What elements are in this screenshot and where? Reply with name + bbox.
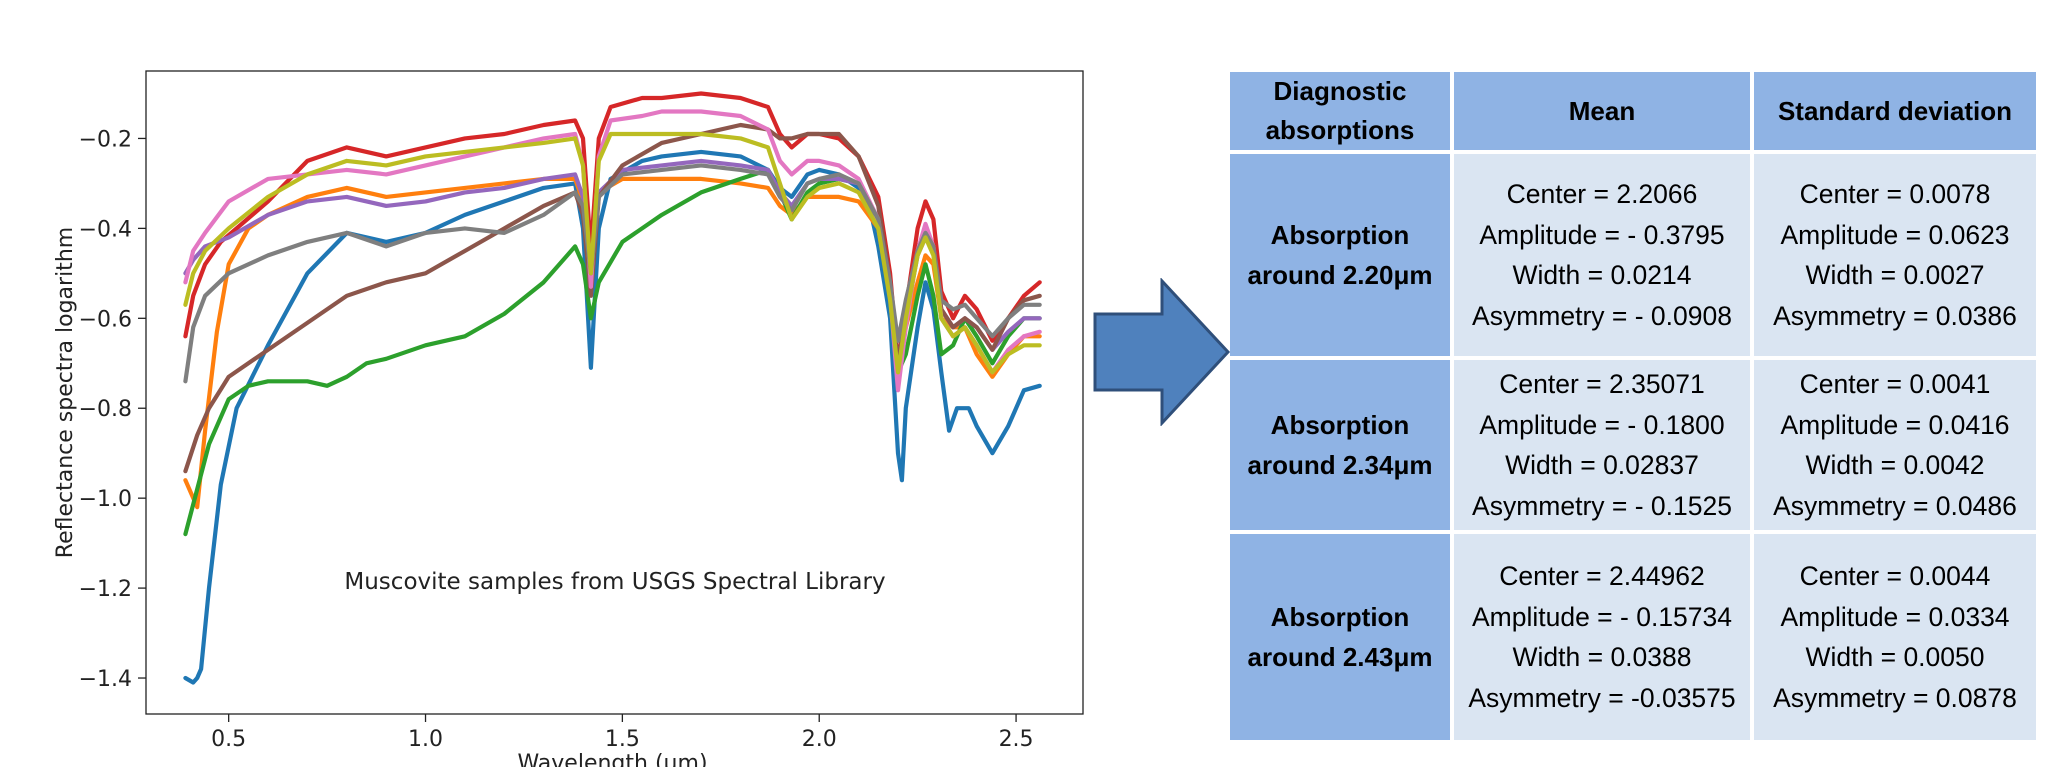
mean-asymmetry: Asymmetry = - 0.1525	[1454, 486, 1750, 527]
std-cell: Center = 0.0078 Amplitude = 0.0623 Width…	[1754, 154, 2036, 356]
row-label: Absorption around 2.34μm	[1230, 360, 1450, 530]
mean-cell: Center = 2.35071 Amplitude = - 0.1800 Wi…	[1454, 360, 1750, 530]
mean-asymmetry: Asymmetry = - 0.0908	[1454, 296, 1750, 337]
y-tick-label: −0.2	[79, 127, 132, 152]
mean-amplitude: Amplitude = - 0.3795	[1454, 215, 1750, 256]
mean-width: Width = 0.0388	[1454, 637, 1750, 678]
header-diagnostic: Diagnostic absorptions	[1230, 72, 1450, 150]
series-line-9	[185, 134, 1039, 372]
y-tick-label: −1.2	[79, 577, 132, 602]
row-label-line: around 2.34μm	[1230, 445, 1450, 485]
table-row: Absorption around 2.34μm Center = 2.3507…	[1230, 360, 2036, 530]
y-axis-label: Reflectance spectra logarithm	[53, 227, 78, 558]
std-cell: Center = 0.0044 Amplitude = 0.0334 Width…	[1754, 534, 2036, 740]
row-label: Absorption around 2.43μm	[1230, 534, 1450, 740]
plot-area: 0.5 1.0 1.5 2.0 2.5 −1.4 −1.2 −1.0 −0.8 −0.6 −0.4 −…	[53, 71, 1083, 767]
std-center: Center = 0.0044	[1754, 556, 2036, 597]
y-tick-label: −0.8	[79, 397, 132, 422]
x-axis-label: Wavelength (μm)	[517, 751, 707, 767]
std-asymmetry: Asymmetry = 0.0878	[1754, 678, 2036, 719]
series-line-7	[185, 112, 1039, 391]
row-label: Absorption around 2.20μm	[1230, 154, 1450, 356]
series-line-3	[185, 170, 1039, 534]
mean-cell: Center = 2.2066 Amplitude = - 0.3795 Wid…	[1454, 154, 1750, 356]
mean-width: Width = 0.0214	[1454, 255, 1750, 296]
chart-annotation: Muscovite samples from USGS Spectral Lib…	[344, 569, 885, 595]
mean-center: Center = 2.44962	[1454, 556, 1750, 597]
header-diagnostic-line: absorptions	[1230, 111, 1450, 150]
header-std: Standard deviation	[1754, 72, 2036, 150]
std-width: Width = 0.0027	[1754, 255, 2036, 296]
std-center: Center = 0.0041	[1754, 364, 2036, 405]
x-tick-label: 2.5	[999, 727, 1034, 752]
table-row: Absorption around 2.43μm Center = 2.4496…	[1230, 534, 2036, 740]
std-cell: Center = 0.0041 Amplitude = 0.0416 Width…	[1754, 360, 2036, 530]
header-diagnostic-line: Diagnostic	[1230, 72, 1450, 111]
std-amplitude: Amplitude = 0.0623	[1754, 215, 2036, 256]
mean-amplitude: Amplitude = - 0.15734	[1454, 597, 1750, 638]
table-header-row: Diagnostic absorptions Mean Standard dev…	[1230, 72, 2036, 150]
std-width: Width = 0.0050	[1754, 637, 2036, 678]
table-row: Absorption around 2.20μm Center = 2.2066…	[1230, 154, 2036, 356]
absorption-table-container: Diagnostic absorptions Mean Standard dev…	[1226, 68, 2040, 744]
arrow-shape	[1095, 281, 1228, 423]
header-mean: Mean	[1454, 72, 1750, 150]
x-tick-label: 1.5	[605, 727, 640, 752]
mean-center: Center = 2.35071	[1454, 364, 1750, 405]
mean-width: Width = 0.02837	[1454, 445, 1750, 486]
x-tick-label: 0.5	[211, 727, 246, 752]
std-asymmetry: Asymmetry = 0.0386	[1754, 296, 2036, 337]
std-width: Width = 0.0042	[1754, 445, 2036, 486]
std-asymmetry: Asymmetry = 0.0486	[1754, 486, 2036, 527]
mean-amplitude: Amplitude = - 0.1800	[1454, 405, 1750, 446]
spectra-chart: 0.5 1.0 1.5 2.0 2.5 −1.4 −1.2 −1.0 −0.8 −0.6 −0.4 −…	[0, 0, 1095, 767]
std-center: Center = 0.0078	[1754, 174, 2036, 215]
row-label-line: Absorption	[1230, 405, 1450, 445]
x-tick-label: 1.0	[408, 727, 443, 752]
mean-cell: Center = 2.44962 Amplitude = - 0.15734 W…	[1454, 534, 1750, 740]
mean-asymmetry: Asymmetry = -0.03575	[1454, 678, 1750, 719]
series-line-2	[185, 179, 1039, 507]
y-tick-label: −0.4	[79, 217, 132, 242]
row-label-line: Absorption	[1230, 215, 1450, 255]
right-arrow-icon	[1092, 278, 1232, 426]
mean-center: Center = 2.2066	[1454, 174, 1750, 215]
absorption-table: Diagnostic absorptions Mean Standard dev…	[1226, 68, 2040, 744]
y-tick-label: −1.0	[79, 487, 132, 512]
y-tick-label: −1.4	[79, 667, 132, 692]
series-line-8	[185, 165, 1039, 381]
x-tick-label: 2.0	[802, 727, 837, 752]
row-label-line: around 2.20μm	[1230, 255, 1450, 295]
y-tick-label: −0.6	[79, 307, 132, 332]
std-amplitude: Amplitude = 0.0334	[1754, 597, 2036, 638]
row-label-line: Absorption	[1230, 597, 1450, 637]
std-amplitude: Amplitude = 0.0416	[1754, 405, 2036, 446]
series-line-1	[185, 152, 1039, 683]
row-label-line: around 2.43μm	[1230, 637, 1450, 677]
